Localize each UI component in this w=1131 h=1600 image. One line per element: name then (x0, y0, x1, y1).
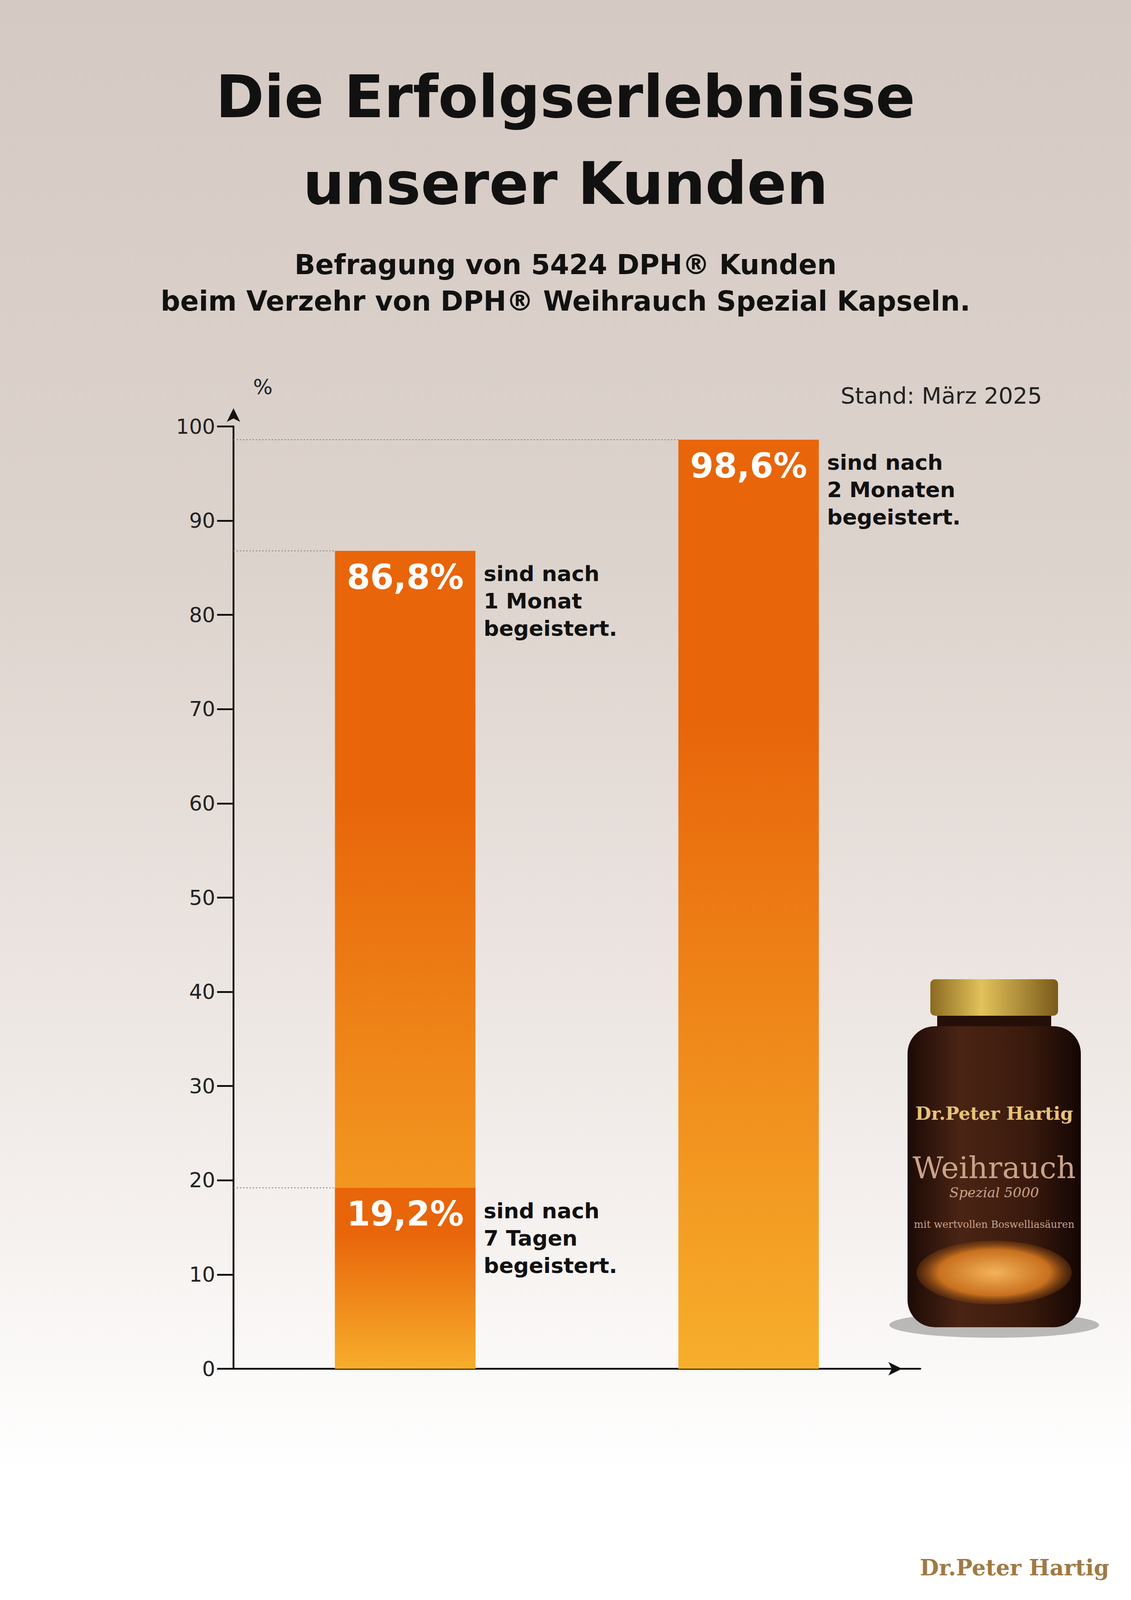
svg-text:86,8%: 86,8% (346, 557, 464, 597)
svg-text:10: 10 (189, 1262, 216, 1287)
svg-text:100: 100 (176, 414, 216, 439)
svg-text:Stand: März 2025: Stand: März 2025 (840, 382, 1043, 410)
svg-text:Spezial 5000: Spezial 5000 (949, 1184, 1039, 1201)
svg-text:Befragung von 5424 DPH® Kunden: Befragung von 5424 DPH® Kunden (294, 248, 837, 281)
svg-text:40: 40 (189, 979, 216, 1004)
svg-text:begeistert.: begeistert. (827, 504, 961, 530)
svg-text:7 Tagen: 7 Tagen (483, 1225, 578, 1251)
svg-text:Dr.Peter Hartig: Dr.Peter Hartig (915, 1102, 1074, 1124)
svg-text:begeistert.: begeistert. (483, 615, 618, 641)
svg-text:20: 20 (189, 1167, 216, 1193)
svg-text:70: 70 (189, 696, 216, 722)
svg-text:unserer Kunden: unserer Kunden (302, 149, 829, 218)
svg-text:beim Verzehr von DPH® Weihrauc: beim Verzehr von DPH® Weihrauch Spezial … (160, 285, 971, 317)
svg-text:98,6%: 98,6% (690, 446, 808, 486)
svg-text:sind nach: sind nach (483, 560, 600, 587)
svg-text:begeistert.: begeistert. (483, 1252, 618, 1278)
svg-text:90: 90 (189, 508, 216, 533)
svg-text:2 Monaten: 2 Monaten (827, 477, 956, 503)
svg-text:19,2%: 19,2% (346, 1193, 464, 1234)
svg-text:0: 0 (202, 1356, 216, 1381)
svg-text:30: 30 (189, 1073, 216, 1099)
svg-text:sind nach: sind nach (827, 449, 944, 475)
svg-text:Die Erfolgserlebnisse: Die Erfolgserlebnisse (215, 62, 916, 131)
svg-text:60: 60 (189, 791, 216, 816)
svg-text:Weihrauch: Weihrauch (912, 1150, 1076, 1186)
svg-text:%: % (253, 374, 273, 400)
svg-text:Dr.Peter Hartig: Dr.Peter Hartig (919, 1554, 1110, 1581)
svg-text:mit wertvollen Boswelliasäuren: mit wertvollen Boswelliasäuren (913, 1218, 1075, 1230)
svg-text:80: 80 (189, 602, 216, 628)
svg-text:sind nach: sind nach (483, 1198, 600, 1224)
svg-text:1 Monat: 1 Monat (483, 588, 583, 614)
svg-text:50: 50 (189, 885, 216, 910)
